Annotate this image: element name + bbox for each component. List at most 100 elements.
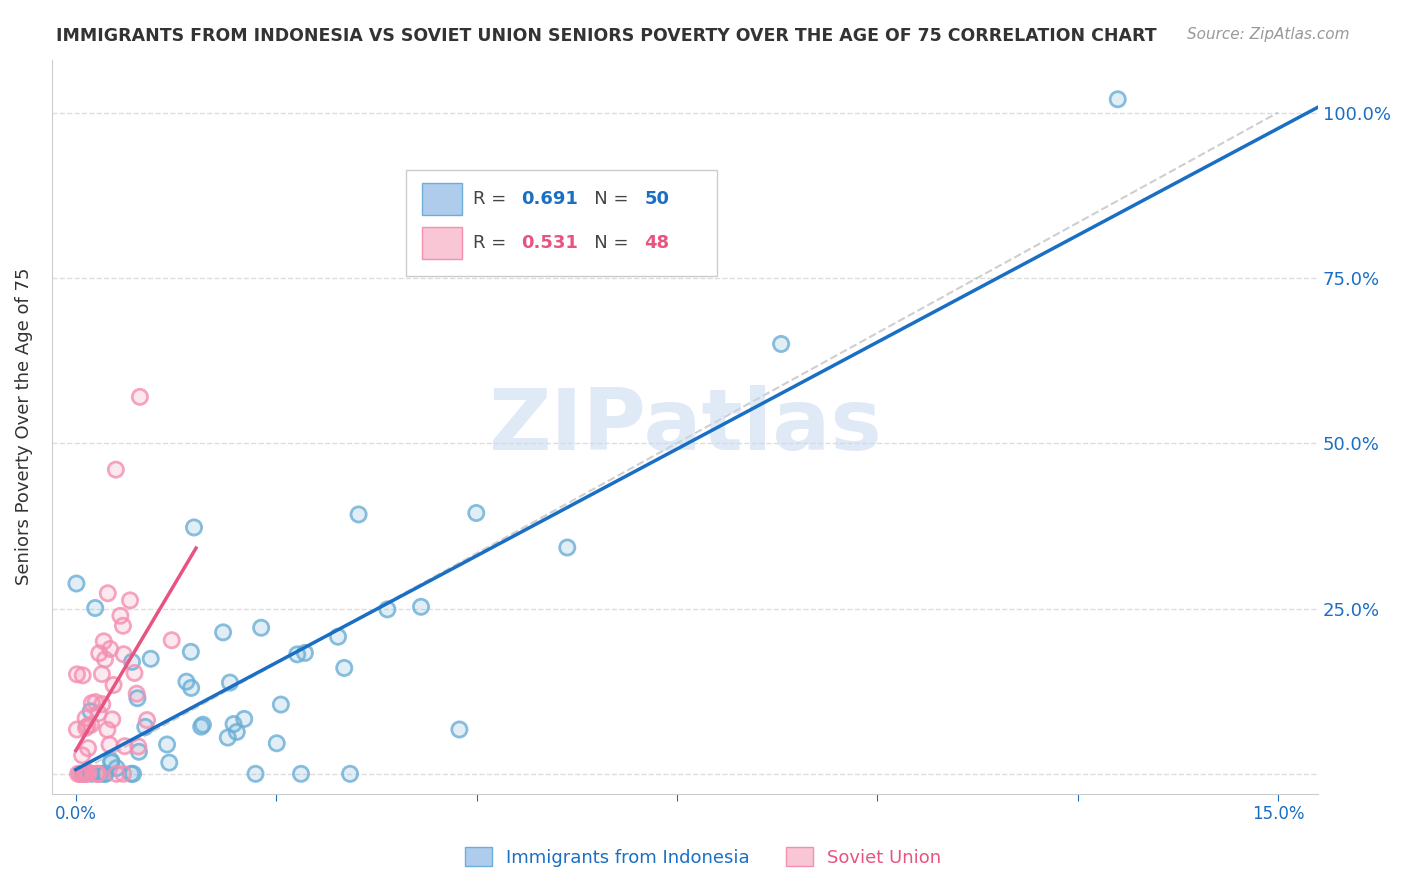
Point — [377, 602, 399, 616]
Point — [270, 698, 292, 712]
Point — [112, 767, 135, 781]
Point — [80, 718, 103, 732]
Point — [86, 767, 108, 781]
Point — [98, 642, 121, 657]
Point — [555, 541, 578, 555]
Point — [134, 720, 156, 734]
Point — [339, 767, 361, 781]
Point — [100, 756, 122, 770]
Point — [94, 652, 117, 666]
Point — [180, 681, 202, 695]
Point — [89, 767, 111, 781]
Point — [75, 767, 97, 781]
Point — [70, 748, 93, 763]
Point — [70, 767, 93, 781]
Point — [156, 738, 179, 752]
Point — [129, 390, 152, 404]
Point — [110, 608, 132, 623]
Point — [80, 767, 103, 781]
Point — [84, 695, 107, 709]
Point — [79, 704, 101, 718]
Point — [66, 767, 89, 781]
Point — [98, 642, 121, 657]
Point — [98, 738, 121, 752]
Point — [129, 390, 152, 404]
Point — [105, 767, 128, 781]
Point — [134, 720, 156, 734]
Text: 0.691: 0.691 — [522, 190, 578, 208]
Point — [114, 739, 136, 754]
Point — [118, 593, 141, 607]
Point — [75, 767, 97, 781]
Point — [212, 625, 235, 640]
Point — [294, 646, 316, 660]
Point — [180, 645, 202, 659]
Point — [121, 655, 143, 669]
Point — [70, 748, 93, 763]
Point — [120, 767, 142, 781]
Point — [103, 678, 125, 692]
Point — [89, 646, 111, 660]
Point — [212, 625, 235, 640]
Point — [225, 725, 247, 739]
Point — [128, 745, 150, 759]
Point — [1107, 92, 1129, 106]
Point — [104, 462, 127, 476]
Point — [72, 767, 94, 781]
Point — [70, 767, 93, 781]
Point — [333, 661, 356, 675]
Point — [66, 667, 89, 681]
Point — [219, 675, 242, 690]
Point — [112, 767, 135, 781]
Point — [290, 767, 312, 781]
Point — [80, 767, 103, 781]
Point — [105, 761, 128, 775]
Point — [89, 646, 111, 660]
Point — [86, 767, 108, 781]
Text: N =: N = — [578, 234, 634, 252]
Point — [112, 647, 135, 661]
Point — [77, 765, 100, 780]
Point — [105, 767, 128, 781]
Point — [93, 767, 115, 781]
Point — [409, 599, 432, 614]
Point — [76, 719, 98, 733]
Point — [125, 687, 148, 701]
Point — [190, 720, 212, 734]
Point — [75, 711, 97, 725]
Text: R =: R = — [474, 190, 512, 208]
Point — [294, 646, 316, 660]
Point — [156, 738, 179, 752]
Point — [120, 767, 142, 781]
Point — [100, 756, 122, 770]
Point — [84, 695, 107, 709]
Point — [84, 601, 107, 615]
Point — [84, 601, 107, 615]
Point — [136, 713, 159, 727]
Point — [160, 633, 183, 648]
Point — [96, 723, 118, 737]
Point — [180, 645, 202, 659]
Point — [180, 681, 202, 695]
Point — [219, 675, 242, 690]
Point — [449, 723, 471, 737]
Point — [97, 586, 120, 600]
Point — [233, 712, 256, 726]
FancyBboxPatch shape — [422, 183, 463, 215]
Text: IMMIGRANTS FROM INDONESIA VS SOVIET UNION SENIORS POVERTY OVER THE AGE OF 75 COR: IMMIGRANTS FROM INDONESIA VS SOVIET UNIO… — [56, 27, 1157, 45]
Point — [157, 756, 180, 770]
Point — [409, 599, 432, 614]
Point — [139, 652, 162, 666]
Point — [72, 668, 94, 682]
Point — [75, 767, 97, 781]
Point — [217, 731, 239, 745]
Point — [217, 731, 239, 745]
Point — [66, 667, 89, 681]
Legend: Immigrants from Indonesia, Soviet Union: Immigrants from Indonesia, Soviet Union — [457, 840, 949, 874]
Point — [91, 697, 114, 711]
Point — [333, 661, 356, 675]
Point — [555, 541, 578, 555]
Point — [347, 508, 370, 522]
Point — [250, 621, 273, 635]
Point — [770, 337, 793, 351]
